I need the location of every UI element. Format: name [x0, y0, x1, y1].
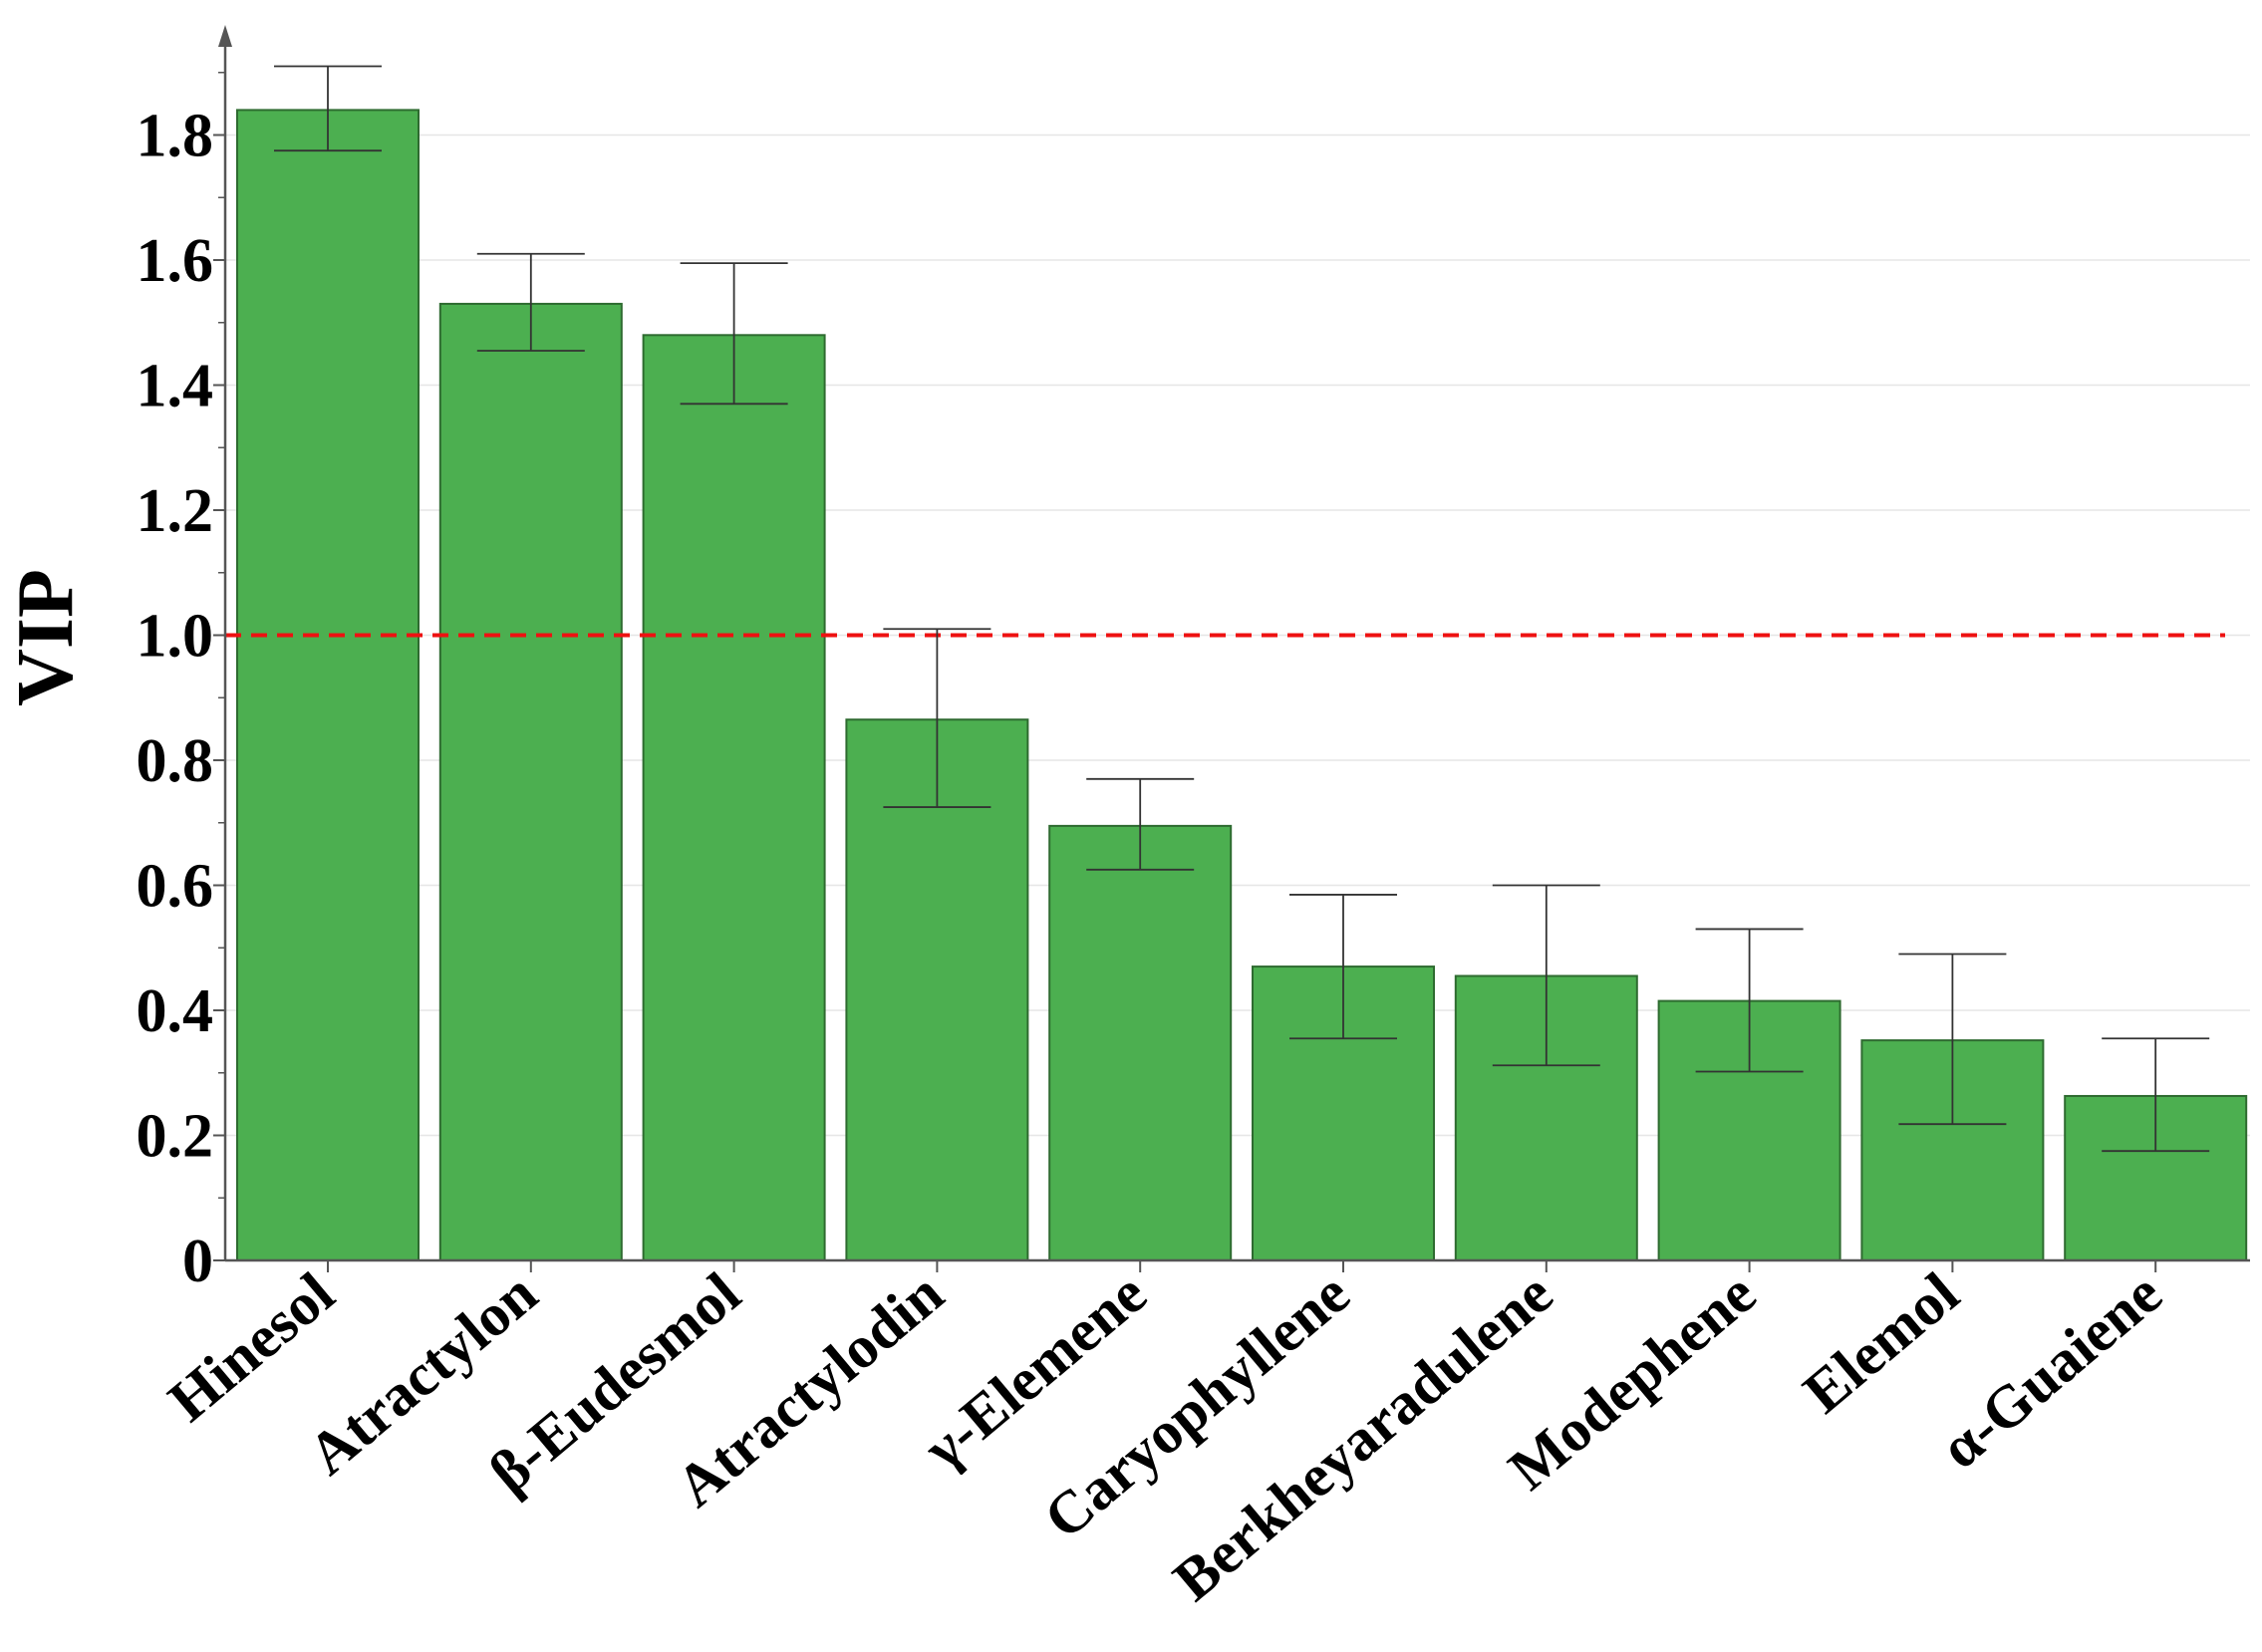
bar [438, 302, 623, 1261]
x-tick-labels: HinesolAtractylonβ-EudesmolAtractylodinγ… [156, 1259, 2174, 1613]
y-tick-label: 0.8 [137, 727, 214, 795]
bar [236, 109, 420, 1261]
error-bar [274, 65, 382, 152]
y-tick-label: 1.6 [137, 227, 214, 295]
error-bar [1289, 894, 1397, 1040]
axes [213, 25, 2250, 1272]
error-bar [883, 628, 991, 808]
error-bars [274, 65, 2210, 1153]
y-tick-labels: 0 0.2 0.4 0.6 0.8 1.0 1.2 1.4 1.6 1.8 [137, 103, 214, 1296]
x-tick-label: Berkheyaradulene [1161, 1259, 1564, 1613]
error-bar [680, 262, 788, 406]
y-tick-label: 1.4 [137, 353, 214, 420]
bar [642, 334, 826, 1261]
y-tick-label: 0.2 [137, 1103, 214, 1171]
y-axis-arrow [218, 25, 232, 47]
bars [236, 109, 2248, 1262]
y-tick-label: 1.0 [137, 603, 214, 671]
error-bar [476, 252, 585, 352]
y-tick-label: 0 [182, 1228, 213, 1295]
bar [845, 718, 1029, 1261]
error-bar [2102, 1037, 2210, 1153]
y-tick-label: 1.8 [137, 103, 214, 170]
x-tick-label: Elemol [1791, 1259, 1970, 1425]
error-bar [1898, 953, 2007, 1126]
y-tick-label: 1.2 [137, 477, 214, 545]
y-tick-label: 0.4 [137, 977, 214, 1045]
bar [1048, 824, 1233, 1261]
x-tick-label: α-Guaiene [1928, 1259, 2174, 1481]
y-tick-label: 0.6 [137, 853, 214, 921]
error-bar [1492, 884, 1600, 1067]
error-bar [1695, 928, 1804, 1073]
error-bar [1086, 777, 1195, 871]
y-axis-title: VIP [2, 569, 90, 706]
